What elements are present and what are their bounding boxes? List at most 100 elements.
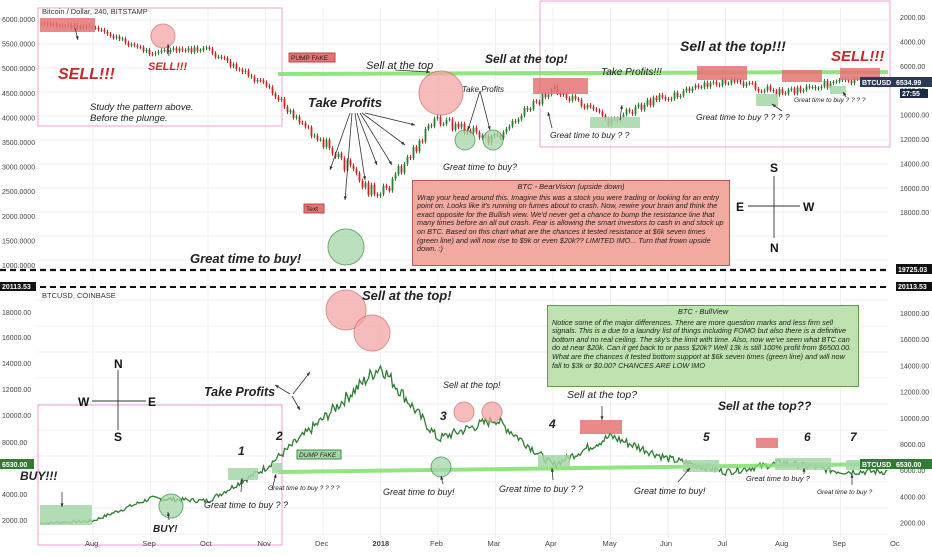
candle-body — [439, 116, 442, 125]
x-tick: Feb — [430, 539, 443, 548]
annotation-number-n4: 4 — [548, 417, 556, 431]
annotation-buy-2: BUY! — [153, 524, 178, 535]
candle-body — [451, 119, 454, 130]
y-tick-right-top: 16000.00 — [900, 186, 929, 193]
price-tag-top: BTCUSD — [862, 80, 891, 87]
buy-zone — [228, 468, 258, 480]
candle-body — [292, 110, 295, 118]
candle-body — [400, 166, 403, 173]
y-tick-left-bottom: 18000.00 — [2, 310, 31, 317]
candle-body — [673, 92, 676, 99]
x-axis: Aug Sep Oct Nov Dec 2018 Feb Mar Apr May Jun Jul Aug… — [85, 539, 900, 548]
candle-body — [793, 88, 796, 94]
pump-fake-label: PUMP FAKE — [291, 55, 329, 62]
candle-body — [367, 182, 370, 195]
buy-zone — [846, 460, 860, 470]
candle-body — [769, 86, 772, 90]
price-tag-bottom-bg — [860, 459, 894, 469]
candle-body — [424, 128, 427, 142]
candle-body — [736, 80, 739, 82]
annotation-number-n5: 5 — [703, 430, 710, 444]
x-tick: Aug — [775, 539, 788, 548]
annotation-arrowhead — [343, 196, 347, 200]
candle-body — [229, 60, 232, 67]
candle-body — [238, 69, 241, 71]
annotation-gt-buy-top: Great time to buy! — [190, 251, 302, 266]
compass-w-right: W — [803, 200, 815, 214]
annotation-number-n6: 6 — [804, 430, 811, 444]
annotation-arrow — [292, 371, 311, 395]
candle-body — [421, 140, 424, 142]
countdown-top: 27:55 — [902, 91, 920, 98]
candle-body — [406, 156, 409, 164]
annotation-study: Study the pattern above. Before the plung… — [90, 102, 194, 124]
annotation-gt-buy-qq-1: Great time to buy ? ? — [204, 500, 288, 510]
sell-circle — [150, 23, 176, 49]
y-tick-left-top: 2000.0000 — [2, 214, 35, 221]
buy-zone — [590, 117, 640, 128]
annotation-arrowhead — [467, 126, 471, 130]
candle-body — [598, 110, 601, 112]
candle-body — [106, 31, 109, 34]
candle-body — [295, 116, 298, 118]
candle-body — [355, 169, 358, 174]
candle-body — [256, 80, 259, 82]
y-tick-right-top: 18000.00 — [900, 210, 929, 217]
candle-body — [328, 139, 331, 149]
candle-body — [415, 147, 418, 152]
annotation-arrow — [479, 90, 491, 131]
x-tick: Jul — [718, 539, 728, 548]
candle-body — [577, 98, 580, 100]
candle-body — [430, 125, 433, 127]
y-tick-left-top: 4000.0000 — [2, 115, 35, 122]
candle-body — [796, 87, 799, 94]
candle-body — [358, 173, 361, 181]
candle-body — [124, 38, 127, 43]
candle-body — [127, 42, 130, 46]
candle-body — [727, 83, 730, 85]
buy-circle — [327, 228, 365, 266]
buy-zone — [830, 86, 846, 94]
candle-body — [748, 82, 751, 84]
annotation-sell-top-3: Sell at the top! — [443, 380, 501, 390]
candle-body — [97, 27, 100, 30]
bear-note-title: BTC - BearVision (upside down) — [517, 182, 625, 191]
x-tick: May — [603, 539, 617, 548]
sell-zone — [580, 420, 622, 434]
candle-body — [838, 79, 841, 82]
compass-e-left: E — [736, 200, 744, 214]
candle-body — [148, 49, 151, 54]
candle-body — [562, 93, 565, 96]
frame-bottom-left — [37, 404, 283, 546]
candle-body — [622, 114, 625, 118]
annotation-arrowhead — [374, 161, 378, 165]
candle-body — [196, 47, 199, 51]
annotation-arrow — [361, 112, 406, 146]
y-tick-left-top: 3500.0000 — [2, 140, 35, 147]
annotation-arrowhead — [550, 468, 554, 472]
bear-note: BTC - BearVision (upside down) Wrap your… — [412, 180, 730, 266]
candle-body — [322, 139, 325, 148]
y-tick-right-bottom: 8000.00 — [900, 442, 925, 449]
dump-fake-bg — [296, 449, 342, 460]
candle-body — [418, 140, 421, 152]
candle-body — [190, 48, 193, 52]
candle-body — [187, 48, 190, 51]
candle-body — [637, 104, 640, 107]
buy-circle — [454, 129, 476, 151]
annotation-arrowhead — [362, 176, 366, 180]
annotation-sell-2: SELL!!! — [148, 61, 187, 73]
candle-body — [379, 194, 382, 196]
candle-body — [268, 85, 271, 88]
candle-body — [370, 184, 373, 195]
candle-body — [394, 174, 397, 179]
candle-body — [154, 53, 157, 55]
annotation-sell-1: SELL!!! — [58, 66, 116, 83]
candle-body — [772, 89, 775, 92]
sell-circle — [325, 289, 367, 331]
candle-body — [457, 123, 460, 128]
candle-body — [475, 127, 478, 133]
candle-body — [532, 101, 535, 109]
y-tick-left-bottom: 16000.00 — [2, 335, 31, 342]
